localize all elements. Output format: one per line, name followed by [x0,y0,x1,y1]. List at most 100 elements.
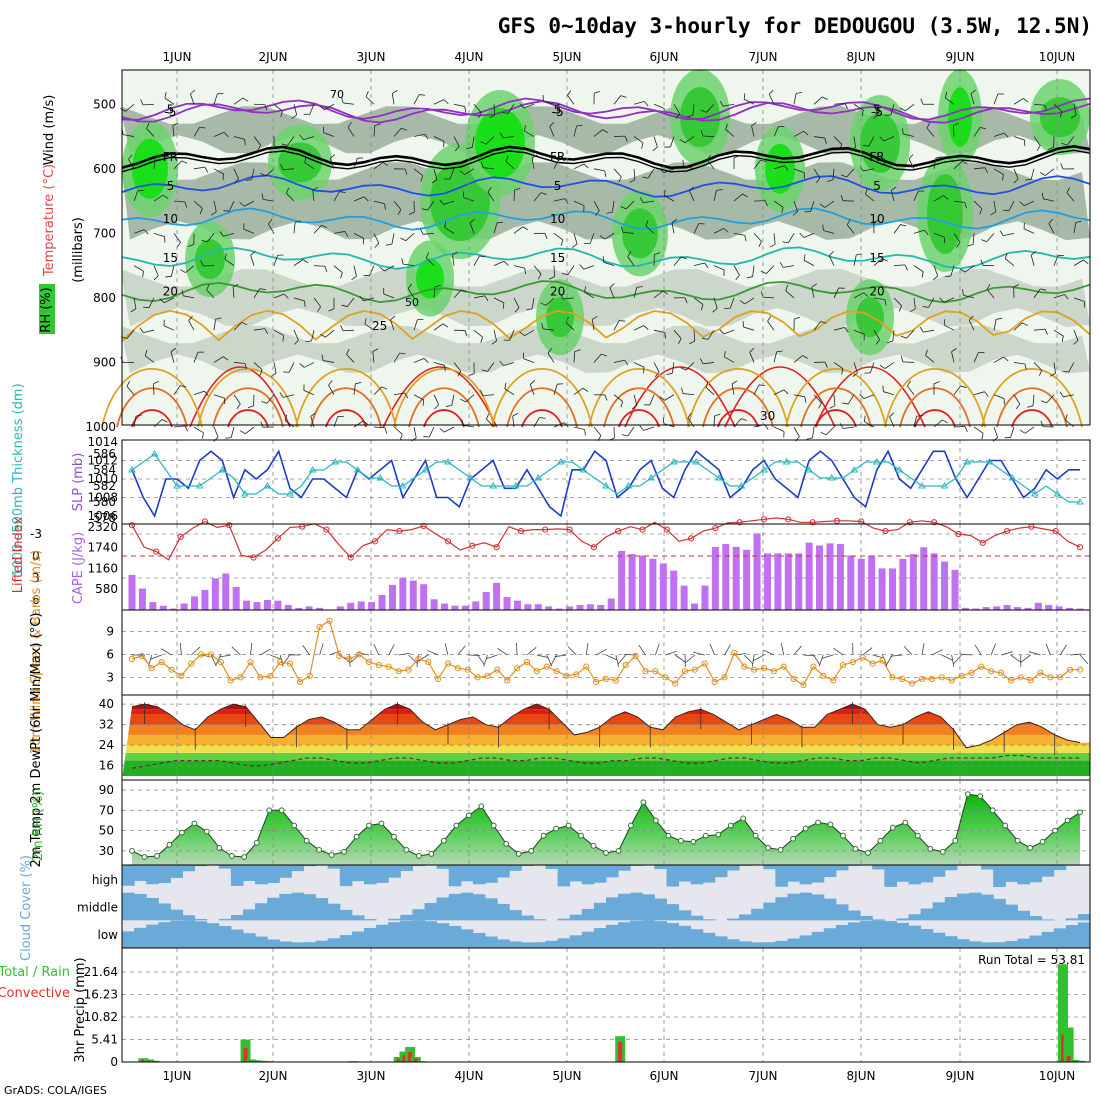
cloud-low-cell [472,933,486,948]
wind-barb-flag [882,385,884,392]
diurnal-temp-contour [131,409,173,428]
cloud-high-cell [872,865,885,870]
wind-barb [812,426,815,438]
wind-barb [633,136,644,144]
wind-barb-flag [1044,329,1048,335]
wind-barb [673,329,682,339]
cape-bar [1055,606,1063,610]
wind-barb [233,394,241,404]
wind10-barb [693,651,705,656]
wind-barb [627,426,635,437]
wind-barb-flag [144,229,149,235]
wind-barb [223,232,235,237]
wind-barb [993,319,997,331]
contour-label: 20 [550,284,565,298]
wind-barb [593,168,605,172]
wind-barb [543,100,555,105]
thickness-marker [150,450,159,457]
cloud-low-cell [218,926,232,948]
day-label-top: 6JUN [650,50,679,64]
lifted-marker [687,535,695,542]
cape-bar [763,553,771,610]
wind-barb [1053,294,1065,299]
wind10-barb [885,654,893,666]
wind10-marker [523,658,531,666]
wind10-marker [810,663,817,670]
wind-barb-flag [939,297,945,303]
cloud-low-cell [1005,940,1018,948]
thickness-marker [331,458,340,465]
wind-barb [244,200,255,207]
wind-barb-flag [1015,403,1021,410]
wind-barb [413,394,424,401]
wind10-marker [741,663,748,670]
wind-barb-flag [1040,400,1047,404]
wind-barb [373,426,386,429]
cloud-high-cell [944,865,958,871]
rh2m-area [132,794,1080,865]
wind-barb-flag [181,160,188,164]
wind-barb-flag [962,289,964,296]
wind-barb-flag [304,300,306,307]
wind-barb [706,103,715,113]
diurnal-temp-contour [101,368,203,428]
wind10-marker [968,669,975,676]
wind-barb-flag [268,218,273,225]
wind-barb-flag [687,412,692,419]
wind-barb [883,163,895,170]
cloud-middle-cell [654,898,667,921]
wind-barb-flag [627,251,632,257]
cloud-high-cell [654,865,667,870]
precip-total-bar [1063,1027,1074,1062]
rh-moist-core [860,113,900,173]
cloud-high-cell [884,865,897,887]
wind-barb [425,257,435,266]
wind10-marker [158,658,165,666]
diurnal-temp-contour [295,368,397,428]
wind-barb-flag [419,94,426,96]
wind-barb-flag [400,237,407,242]
pressure-tick: 900 [93,355,116,369]
wind-barb [193,166,205,170]
precip-legend-convective: Convective [0,986,70,1001]
cape-bar [305,606,313,610]
cloud-high-cell [823,865,837,877]
wind-barb [633,287,638,299]
precip-tick: 10.82 [84,1010,118,1024]
rh2m-marker [366,822,372,829]
wind-barb-flag [341,304,348,308]
wind-barb [553,158,560,169]
wind-barb [549,126,555,137]
rh2m-marker [877,837,884,844]
cloud-high-cell [376,865,389,883]
precip-convective-bar [402,1055,407,1062]
wind-barb [693,223,700,234]
wind-barb-flag [259,369,263,376]
thickness-marker [624,482,633,489]
wind-barb-flag [1036,145,1041,151]
wind-barb [347,297,355,307]
wind-barb [633,325,645,331]
wind-barb-flag [374,123,381,126]
wind10-marker [1076,666,1084,673]
wind-barb [185,265,195,273]
wind-barb-flag [559,293,564,300]
wind-barb [609,287,615,299]
wind-barb [513,265,525,269]
thickness-marker [195,482,204,489]
wind-barb [393,127,402,137]
wind-barb [253,328,265,331]
contour-label: 5 [873,102,881,116]
wind-barb [313,297,321,307]
wind-barb [563,297,575,300]
rh2m-marker [515,851,522,857]
cloud-high-cell [920,865,934,883]
wind-barb-flag [884,299,887,306]
wind-barb [612,201,615,213]
wind-barb [633,168,636,180]
wind-barb [123,134,135,137]
wind-barb-flag [900,356,904,363]
wind-barb [907,385,915,395]
wind-barb-flag [280,163,284,170]
cape-bar [691,603,699,610]
